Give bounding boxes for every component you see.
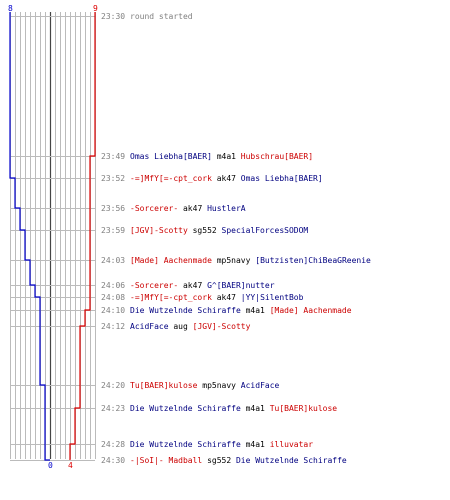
weapon-name: ak47 [212,174,241,183]
event-text: -=]MfY[=-cpt_cork ak47 Omas Liebha[BAER] [130,174,323,183]
victim-name: |YY|SilentBob [241,293,304,302]
killer-name: -|SoI|- Madball [130,456,202,465]
event-row: 24:28 Die Wutzelnde Schiraffe m4a1 illuva… [101,440,313,449]
event-row: 24:23 Die Wutzelnde Schiraffe m4a1 Tu[BAE… [101,404,337,413]
weapon-name: ak47 [178,281,207,290]
event-row: 23:59 [JGV]-Scotty sg552 SpecialForcesSOD… [101,226,308,235]
team-lines [9,12,96,461]
event-row: 23:30 round started [101,12,193,21]
killer-name: Omas Liebha[BAER] [130,152,212,161]
event-time: 24:20 [101,381,125,390]
event-time: 23:59 [101,226,125,235]
event-text: round started [130,12,193,21]
event-text: -=]MfY[=-cpt_cork ak47 |YY|SilentBob [130,293,304,302]
blue-bottom-count: 0 [48,461,53,470]
event-row: 24:08 -=]MfY[=-cpt_cork ak47 |YY|SilentBo… [101,293,304,302]
event-time: 23:52 [101,174,125,183]
killer-name: [Made] Aachenmade [130,256,212,265]
victim-name: [Made] Aachenmade [270,306,352,315]
event-time: 24:10 [101,306,125,315]
event-row: 24:20 Tu[BAER]kulose mp5navy AcidFace [101,381,280,390]
event-row: 24:06 -Sorcerer- ak47 G^[BAER]nutter [101,281,275,290]
red-team-line [69,12,96,460]
event-row: 24:10 Die Wutzelnde Schiraffe m4a1 [Made]… [101,306,352,315]
victim-name: [JGV]-Scotty [193,322,251,331]
event-row: 24:03 [Made] Aachenmade mp5navy [Butziste… [101,256,371,265]
event-time: 23:49 [101,152,125,161]
killer-name: Die Wutzelnde Schiraffe [130,306,241,315]
victim-name: G^[BAER]nutter [207,281,275,290]
victim-name: SpecialForcesSODOM [222,226,309,235]
event-log: 23:30 round started 23:49 Omas Liebha[BAER]… [101,12,371,465]
blue-top-count: 8 [8,4,13,13]
event-time: 24:28 [101,440,125,449]
event-time: 24:12 [101,322,125,331]
victim-name: Die Wutzelnde Schiraffe [236,456,347,465]
killer-name: -=]MfY[=-cpt_cork [130,174,212,183]
killer-name: Die Wutzelnde Schiraffe [130,440,241,449]
killer-name: [JGV]-Scotty [130,226,188,235]
event-text: Tu[BAER]kulose mp5navy AcidFace [130,381,280,390]
event-row: 23:56 -Sorcerer- ak47 HustlerA [101,204,246,213]
weapon-name: m4a1 [212,152,241,161]
event-time: 23:30 [101,12,125,21]
event-text: AcidFace aug [JGV]-Scotty [130,322,251,331]
killer-name: -Sorcerer- [130,204,178,213]
event-message: round started [130,12,193,21]
victim-name: Tu[BAER]kulose [270,404,338,413]
event-time: 24:23 [101,404,125,413]
weapon-name: sg552 [202,456,236,465]
event-text: [Made] Aachenmade mp5navy [Butzisten]Chi… [130,256,371,265]
blue-team-line [9,12,50,461]
weapon-name: m4a1 [241,306,270,315]
red-top-count: 9 [93,4,98,13]
event-text: [JGV]-Scotty sg552 SpecialForcesSODOM [130,226,308,235]
event-time: 23:56 [101,204,125,213]
killer-name: Die Wutzelnde Schiraffe [130,404,241,413]
weapon-name: mp5navy [212,256,255,265]
event-time: 24:08 [101,293,125,302]
event-row: 24:12 AcidFace aug [JGV]-Scotty [101,322,251,331]
axis-labels: 8 9 0 4 [8,4,98,470]
weapon-name: sg552 [188,226,222,235]
event-text: Die Wutzelnde Schiraffe m4a1 illuvatar [130,440,313,449]
event-text: -Sorcerer- ak47 HustlerA [130,204,246,213]
weapon-name: ak47 [212,293,241,302]
player-grid [10,12,96,461]
weapon-name: mp5navy [197,381,240,390]
event-text: -|SoI|- Madball sg552 Die Wutzelnde Schi… [130,456,347,465]
event-row: 23:52 -=]MfY[=-cpt_cork ak47 Omas Liebha[… [101,174,323,183]
killer-name: -=]MfY[=-cpt_cork [130,293,212,302]
victim-name: illuvatar [270,440,314,449]
weapon-name: m4a1 [241,404,270,413]
event-row: 24:30 -|SoI|- Madball sg552 Die Wutzelnde… [101,456,347,465]
weapon-name: aug [169,322,193,331]
victim-name: Omas Liebha[BAER] [241,174,323,183]
killer-name: AcidFace [130,322,169,331]
victim-name: AcidFace [241,381,280,390]
killer-name: Tu[BAER]kulose [130,381,198,390]
event-text: -Sorcerer- ak47 G^[BAER]nutter [130,281,275,290]
event-text: Omas Liebha[BAER] m4a1 Hubschrau[BAER] [130,152,313,161]
event-time: 24:30 [101,456,125,465]
victim-name: HustlerA [207,204,246,213]
event-row: 23:49 Omas Liebha[BAER] m4a1 Hubschrau[BA… [101,152,313,161]
event-time: 24:06 [101,281,125,290]
event-time: 24:03 [101,256,125,265]
event-text: Die Wutzelnde Schiraffe m4a1 Tu[BAER]kul… [130,404,337,413]
victim-name: Hubschrau[BAER] [241,152,313,161]
killer-name: -Sorcerer- [130,281,178,290]
weapon-name: ak47 [178,204,207,213]
event-text: Die Wutzelnde Schiraffe m4a1 [Made] Aach… [130,306,352,315]
weapon-name: m4a1 [241,440,270,449]
victim-name: [Butzisten]ChiBeaGReenie [255,256,371,265]
red-bottom-count: 4 [68,461,73,470]
